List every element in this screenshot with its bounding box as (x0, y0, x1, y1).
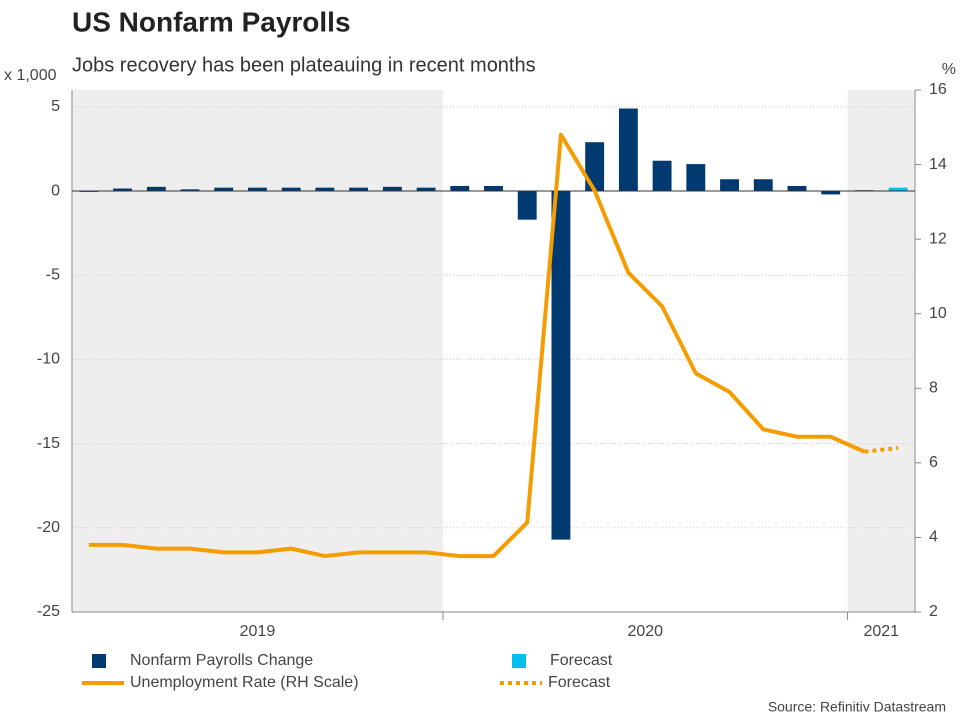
bar (214, 187, 234, 192)
bar (888, 187, 908, 192)
y2-tick-label: 6 (929, 454, 938, 471)
y-axis-label: x 1,000 (4, 67, 57, 84)
bar (416, 187, 436, 192)
bar (450, 185, 470, 192)
bar (146, 186, 166, 192)
bar (652, 160, 672, 192)
y-tick-label: 0 (51, 182, 60, 199)
y2-tick-label: 8 (929, 380, 938, 397)
line (88, 132, 866, 559)
bar (248, 187, 267, 192)
line (864, 445, 899, 454)
bar (315, 187, 335, 192)
bar (686, 164, 706, 192)
bar (551, 191, 571, 540)
y-tick-label: -5 (46, 266, 60, 283)
y2-tick-label: 2 (929, 603, 938, 620)
legend-swatch (92, 654, 106, 668)
bar (618, 108, 638, 192)
x-tick-label: 2021 (863, 623, 899, 640)
y-tick-label: 5 (51, 98, 60, 115)
y-tick-label: -25 (37, 603, 60, 620)
x-tick-label: 2019 (240, 623, 276, 640)
legend-label: Forecast (548, 674, 611, 691)
year-shade (72, 90, 443, 612)
legend-label: Forecast (550, 652, 613, 669)
legend-label: Nonfarm Payrolls Change (130, 652, 313, 669)
bar (585, 142, 605, 192)
y2-tick-label: 14 (929, 156, 947, 173)
y2-tick-label: 10 (929, 305, 947, 322)
bar (180, 189, 200, 192)
bar (787, 185, 807, 192)
bar (113, 188, 133, 192)
x-tick-label: 2020 (627, 623, 663, 640)
legend-swatch (512, 654, 526, 668)
y2-tick-label: 16 (929, 81, 947, 98)
bar (753, 179, 773, 192)
bar (382, 186, 402, 192)
bar (517, 191, 537, 220)
bar (349, 187, 369, 192)
chart-title: US Nonfarm Payrolls (72, 6, 351, 37)
y2-axis-label: % (942, 61, 956, 78)
y2-tick-label: 4 (929, 529, 938, 546)
year-shade (847, 90, 915, 612)
y-tick-label: -20 (37, 519, 60, 536)
legend-label: Unemployment Rate (RH Scale) (130, 674, 359, 691)
source: Source: Refinitiv Datastream (768, 699, 946, 715)
bar (281, 187, 301, 192)
chart-subtitle: Jobs recovery has been plateauing in rec… (72, 54, 536, 76)
bar (821, 191, 841, 195)
bar (720, 179, 739, 192)
y2-tick-label: 12 (929, 230, 947, 247)
y-tick-label: -15 (37, 435, 60, 452)
bar (484, 185, 503, 192)
y-tick-label: -10 (37, 351, 60, 368)
